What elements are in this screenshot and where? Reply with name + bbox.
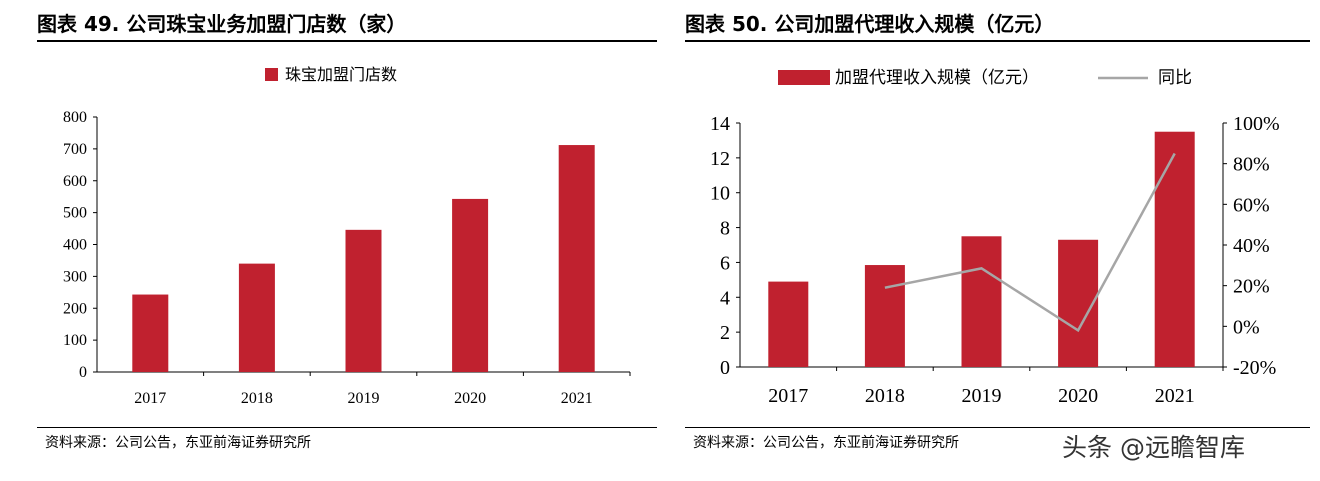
- y-tick-label: 400: [63, 237, 87, 254]
- bar: [345, 229, 382, 372]
- y-tick-label: 500: [63, 205, 87, 222]
- source-note: 资料来源：公司公告，东亚前海证券研究所: [693, 435, 959, 451]
- source-note: 资料来源：公司公告，东亚前海证券研究所: [45, 435, 311, 451]
- y2-tick-label: -20%: [1233, 357, 1276, 379]
- x-tick-label: 2019: [962, 385, 1002, 407]
- legend-label-bar: 加盟代理收入规模（亿元）: [835, 68, 1039, 88]
- y-tick-label: 0: [79, 364, 87, 381]
- legend-swatch: [265, 68, 278, 81]
- bar: [238, 263, 275, 372]
- title-rule: [37, 40, 657, 42]
- legend-label-line: 同比: [1158, 68, 1192, 88]
- y2-tick-label: 100%: [1233, 113, 1280, 135]
- y-tick-label: 4: [720, 287, 730, 309]
- y-tick-label: 12: [710, 148, 730, 170]
- bar: [1154, 131, 1195, 367]
- y-tick-label: 300: [63, 268, 87, 285]
- x-tick-label: 2019: [348, 390, 380, 407]
- y-tick-label: 10: [710, 183, 730, 205]
- y-tick-label: 800: [63, 109, 87, 126]
- y-tick-label: 6: [720, 252, 730, 274]
- source-rule: [685, 427, 1310, 428]
- bar: [768, 281, 809, 367]
- x-tick-label: 2018: [241, 390, 273, 407]
- store-count-chart: 珠宝加盟门店数 0 100 200 300 400 500 600 700 800 2017 2018…: [63, 65, 631, 407]
- figure-title: 图表 50. 公司加盟代理收入规模（亿元）: [685, 12, 1055, 36]
- chart-panel-left: 图表 49. 公司珠宝业务加盟门店数（家） 珠宝加盟门店数 0 100 200 300 4…: [37, 12, 657, 451]
- x-tick-label: 2017: [768, 385, 808, 407]
- y2-tick-label: 0%: [1233, 316, 1260, 338]
- y2-tick-label: 60%: [1233, 194, 1270, 216]
- legend-label: 珠宝加盟门店数: [285, 65, 397, 84]
- y-tick-label: 100: [63, 332, 87, 349]
- x-tick-label: 2021: [1155, 385, 1195, 407]
- x-tick-label: 2018: [865, 385, 905, 407]
- yoy-line: [884, 152, 1176, 333]
- watermark: 头条 @远瞻智库: [1062, 433, 1245, 462]
- y-tick-label: 0: [720, 357, 730, 379]
- bar: [864, 265, 905, 367]
- y-tick-label: 200: [63, 300, 87, 317]
- source-rule: [37, 427, 657, 428]
- y2-tick-label: 20%: [1233, 276, 1270, 298]
- y-tick-label: 700: [63, 141, 87, 158]
- y2-tick-label: 80%: [1233, 154, 1270, 176]
- x-tick-label: 2021: [561, 390, 593, 407]
- figure-title: 图表 49. 公司珠宝业务加盟门店数（家）: [37, 12, 407, 36]
- x-tick-label: 2020: [1058, 385, 1098, 407]
- bar: [132, 294, 169, 372]
- x-tick-label: 2020: [454, 390, 486, 407]
- y-tick-label: 600: [63, 173, 87, 190]
- bar: [558, 145, 595, 372]
- y-tick-label: 2: [720, 322, 730, 344]
- bar: [961, 236, 1002, 367]
- bar: [452, 198, 489, 372]
- chart-panel-right: 图表 50. 公司加盟代理收入规模（亿元） 加盟代理收入规模（亿元） 同比 0 2 4 6…: [660, 0, 1320, 481]
- legend-swatch-bar: [778, 70, 830, 85]
- y-tick-label: 8: [720, 218, 730, 240]
- title-rule: [685, 40, 1310, 42]
- revenue-chart: 加盟代理收入规模（亿元） 同比 0 2 4 6 8 10 12 14 -20% 0% 20% 40% 60%…: [710, 68, 1280, 407]
- x-tick-label: 2017: [134, 390, 166, 407]
- y-tick-label: 14: [710, 113, 730, 135]
- y2-tick-label: 40%: [1233, 235, 1270, 257]
